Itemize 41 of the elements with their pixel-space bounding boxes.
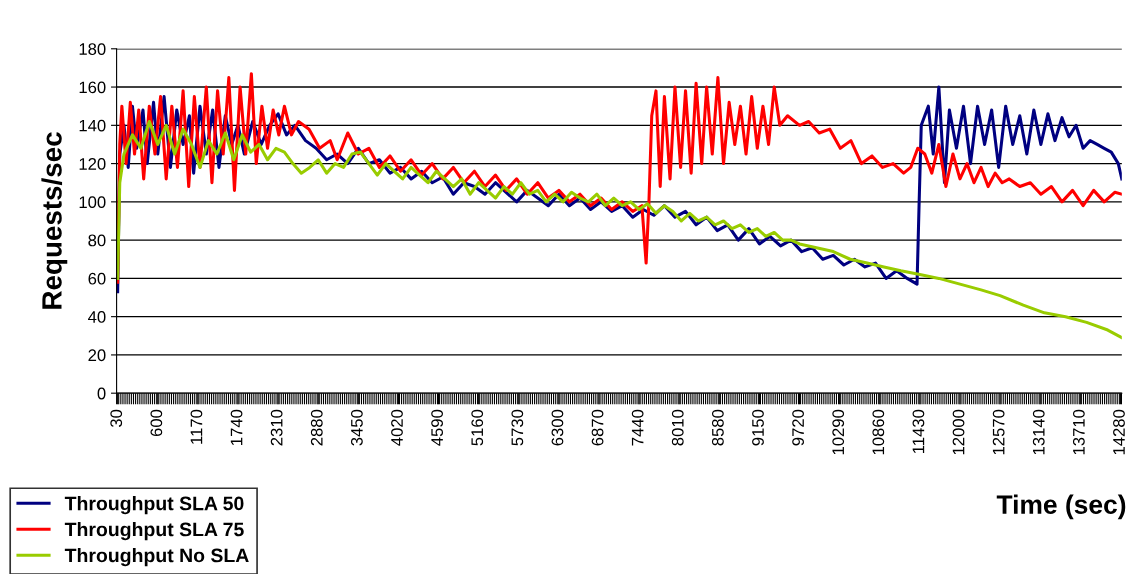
y-tick-label: 100 (79, 196, 106, 209)
x-tick-label: 13710 (1072, 409, 1085, 455)
legend-label: Throughput No SLA (64, 548, 249, 567)
x-tick-label: 13140 (1032, 409, 1045, 455)
x-tick-label: 2310 (270, 409, 283, 446)
y-tick-label: 160 (79, 81, 106, 94)
x-tick-label: 10860 (872, 409, 885, 455)
x-tick-label: 5730 (511, 409, 524, 446)
x-tick-label: 4590 (431, 409, 444, 446)
x-tick-label: 4020 (391, 409, 403, 446)
x-tick-label: 3450 (350, 409, 363, 446)
y-tick-label: 140 (79, 119, 106, 132)
x-tick-label: 1170 (190, 409, 203, 444)
x-tick-label: 600 (150, 409, 163, 437)
x-tick-label: 9720 (792, 409, 804, 446)
x-tick-label: 7440 (631, 409, 644, 446)
x-tick-label: 14280 (1113, 409, 1125, 455)
y-tick-label: 20 (88, 349, 106, 362)
x-tick-label: 10290 (832, 409, 845, 455)
x-tick-label: 8010 (671, 409, 684, 446)
x-axis-title: Time (sec) (996, 494, 1126, 520)
legend-label: Throughput SLA 50 (64, 496, 244, 515)
x-tick-label: 6300 (551, 409, 564, 446)
y-tick-label: 180 (79, 43, 106, 55)
y-tick-label: 0 (97, 387, 106, 400)
x-tick-label: 12000 (952, 409, 965, 455)
x-tick-label: 30 (110, 409, 123, 428)
x-tick-label: 8580 (711, 409, 724, 446)
x-tick-label: 12570 (992, 409, 1005, 455)
y-tick-label: 60 (88, 272, 106, 285)
legend-label: Throughput SLA 75 (64, 522, 244, 541)
x-tick-label: 9150 (752, 409, 764, 446)
x-tick-label: 6870 (591, 409, 604, 446)
y-tick-label: 40 (88, 311, 106, 323)
x-tick-label: 1740 (230, 409, 243, 445)
y-tick-label: 80 (88, 234, 106, 247)
x-tick-label: 11430 (912, 409, 925, 453)
y-tick-label: 120 (79, 157, 106, 170)
y-axis-title: Requests/sec (41, 132, 68, 309)
x-tick-label: 5160 (471, 409, 484, 446)
x-tick-label: 2880 (310, 409, 323, 446)
